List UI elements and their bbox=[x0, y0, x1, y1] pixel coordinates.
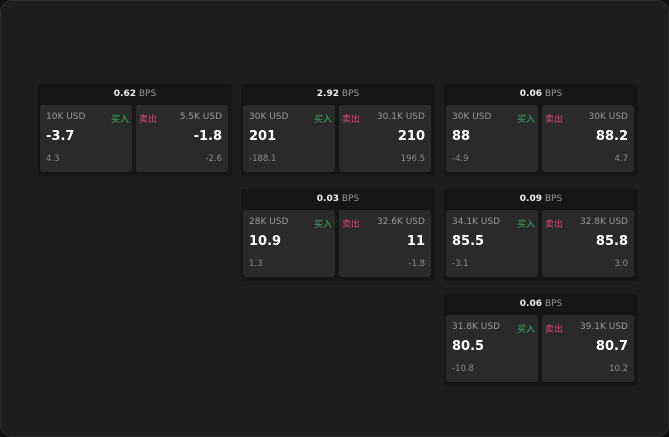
buy-price: 85.5 bbox=[452, 234, 485, 249]
sell-change: 4.7 bbox=[614, 154, 628, 164]
spread-header: 0.06 BPS bbox=[444, 294, 638, 314]
spread-header: 0.03 BPS bbox=[241, 189, 435, 209]
sell-label: 卖出 bbox=[545, 115, 564, 125]
spread-value: 0.06 bbox=[519, 299, 542, 309]
buy-change: -10.8 bbox=[452, 364, 474, 374]
sell-button[interactable]: 卖出 30K USD 88.2 4.7 bbox=[542, 105, 634, 172]
sell-price: 80.7 bbox=[595, 339, 628, 354]
sell-size: 39.1K USD bbox=[579, 322, 628, 332]
buy-change: 1.3 bbox=[249, 259, 263, 269]
buy-button[interactable]: 10K USD 买入 -3.7 4.3 bbox=[40, 105, 132, 172]
sell-change: 196.5 bbox=[400, 154, 425, 164]
buy-label: 买入 bbox=[313, 115, 332, 125]
sell-change: -2.6 bbox=[205, 154, 222, 164]
sell-label: 卖出 bbox=[139, 115, 158, 125]
sell-size: 5.5K USD bbox=[179, 112, 222, 122]
sell-label: 卖出 bbox=[342, 115, 361, 125]
spread-value: 2.92 bbox=[316, 89, 339, 99]
sell-size: 32.8K USD bbox=[579, 217, 628, 227]
sell-button[interactable]: 卖出 32.6K USD 11 -1.8 bbox=[339, 210, 431, 277]
sell-change: 3.0 bbox=[614, 259, 628, 269]
sell-change: -1.8 bbox=[408, 259, 425, 269]
spread-value: 0.62 bbox=[113, 89, 136, 99]
buy-button[interactable]: 30K USD 买入 88 -4.9 bbox=[446, 105, 538, 172]
buy-label: 买入 bbox=[516, 325, 535, 335]
buy-change: -3.1 bbox=[452, 259, 469, 269]
sell-button[interactable]: 卖出 32.8K USD 85.8 3.0 bbox=[542, 210, 634, 277]
buy-size: 34.1K USD bbox=[452, 217, 501, 227]
spread-value: 0.03 bbox=[316, 194, 339, 204]
buy-button[interactable]: 30K USD 买入 201 -188.1 bbox=[243, 105, 335, 172]
quote-card: 0.62 BPS 10K USD 买入 -3.7 4.3 卖出 5.5K USD… bbox=[38, 84, 232, 176]
spread-header: 0.09 BPS bbox=[444, 189, 638, 209]
sell-price: -1.8 bbox=[193, 129, 222, 144]
sell-button[interactable]: 卖出 39.1K USD 80.7 10.2 bbox=[542, 315, 634, 382]
quote-card: 0.06 BPS 31.8K USD 买入 80.5 -10.8 卖出 39.1… bbox=[444, 294, 638, 386]
buy-size: 30K USD bbox=[249, 112, 289, 122]
buy-price: 201 bbox=[249, 129, 277, 144]
quote-card: 0.09 BPS 34.1K USD 买入 85.5 -3.1 卖出 32.8K… bbox=[444, 189, 638, 281]
buy-price: 10.9 bbox=[249, 234, 282, 249]
spread-header: 2.92 BPS bbox=[241, 84, 435, 104]
quote-card: 0.03 BPS 28K USD 买入 10.9 1.3 卖出 32.6K US… bbox=[241, 189, 435, 281]
spread-value: 0.09 bbox=[519, 194, 542, 204]
buy-price: 88 bbox=[452, 129, 471, 144]
buy-button[interactable]: 34.1K USD 买入 85.5 -3.1 bbox=[446, 210, 538, 277]
quote-card: 2.92 BPS 30K USD 买入 201 -188.1 卖出 30.1K … bbox=[241, 84, 435, 176]
buy-change: -188.1 bbox=[249, 154, 277, 164]
buy-size: 31.8K USD bbox=[452, 322, 501, 332]
spread-unit: BPS bbox=[544, 89, 563, 99]
sell-label: 卖出 bbox=[342, 220, 361, 230]
buy-size: 10K USD bbox=[46, 112, 86, 122]
sell-price: 210 bbox=[397, 129, 425, 144]
sell-change: 10.2 bbox=[609, 364, 628, 374]
spread-unit: BPS bbox=[341, 194, 360, 204]
spread-unit: BPS bbox=[544, 299, 563, 309]
spread-header: 0.06 BPS bbox=[444, 84, 638, 104]
sell-price: 88.2 bbox=[595, 129, 628, 144]
spread-unit: BPS bbox=[341, 89, 360, 99]
sell-size: 30.1K USD bbox=[376, 112, 425, 122]
spread-unit: BPS bbox=[544, 194, 563, 204]
sell-button[interactable]: 卖出 30.1K USD 210 196.5 bbox=[339, 105, 431, 172]
spread-value: 0.06 bbox=[519, 89, 542, 99]
buy-price: -3.7 bbox=[46, 129, 75, 144]
spread-header: 0.62 BPS bbox=[38, 84, 232, 104]
spread-unit: BPS bbox=[138, 89, 157, 99]
sell-label: 卖出 bbox=[545, 325, 564, 335]
buy-change: -4.9 bbox=[452, 154, 469, 164]
sell-size: 30K USD bbox=[588, 112, 628, 122]
buy-size: 28K USD bbox=[249, 217, 289, 227]
buy-button[interactable]: 31.8K USD 买入 80.5 -10.8 bbox=[446, 315, 538, 382]
buy-size: 30K USD bbox=[452, 112, 492, 122]
sell-price: 85.8 bbox=[595, 234, 628, 249]
sell-size: 32.6K USD bbox=[376, 217, 425, 227]
sell-label: 卖出 bbox=[545, 220, 564, 230]
buy-price: 80.5 bbox=[452, 339, 485, 354]
buy-label: 买入 bbox=[110, 115, 129, 125]
buy-label: 买入 bbox=[516, 115, 535, 125]
sell-button[interactable]: 卖出 5.5K USD -1.8 -2.6 bbox=[136, 105, 228, 172]
buy-label: 买入 bbox=[313, 220, 332, 230]
quote-card: 0.06 BPS 30K USD 买入 88 -4.9 卖出 30K USD 8… bbox=[444, 84, 638, 176]
buy-button[interactable]: 28K USD 买入 10.9 1.3 bbox=[243, 210, 335, 277]
buy-label: 买入 bbox=[516, 220, 535, 230]
buy-change: 4.3 bbox=[46, 154, 60, 164]
sell-price: 11 bbox=[406, 234, 425, 249]
